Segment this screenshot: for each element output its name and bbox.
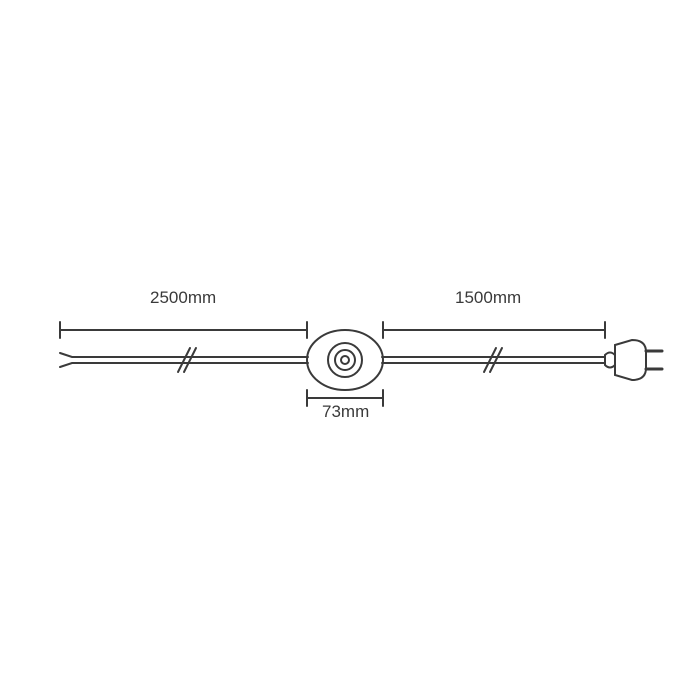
- dim-line-right: [383, 322, 605, 338]
- dim-line-left: [60, 322, 307, 338]
- dim-left-cable-label: 2500mm: [150, 288, 216, 308]
- right-cable: [382, 348, 605, 372]
- left-cable: [82, 348, 308, 372]
- inline-switch: [307, 330, 383, 390]
- dim-switch-width-label: 73mm: [322, 402, 369, 422]
- cable-dimension-diagram: 2500mm 1500mm 73mm: [50, 290, 650, 455]
- bare-wire-end: [60, 353, 82, 367]
- plug: [605, 340, 662, 380]
- diagram-svg: [50, 290, 670, 450]
- dim-right-cable-label: 1500mm: [455, 288, 521, 308]
